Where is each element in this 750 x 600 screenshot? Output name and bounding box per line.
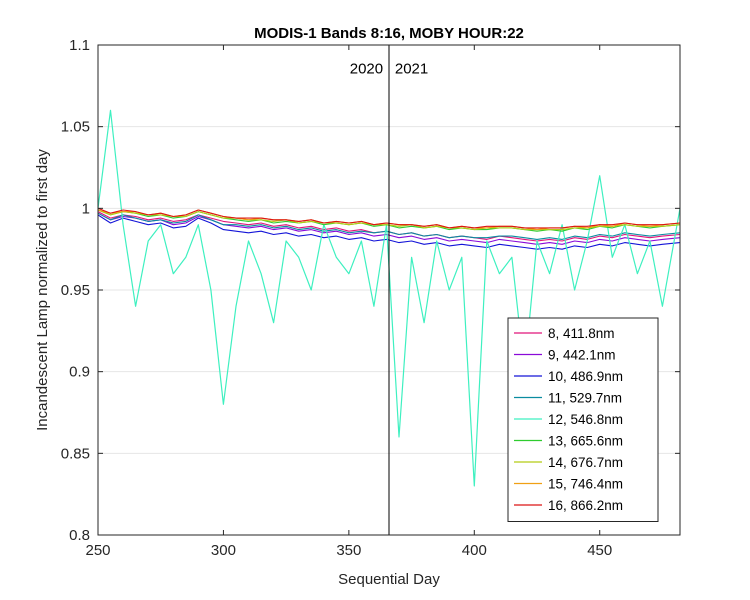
legend-label: 15, 746.4nm [548, 477, 623, 492]
y-tick-label: 1.1 [69, 37, 90, 54]
y-axis-label: Incandescent Lamp normalized to first da… [34, 149, 51, 431]
legend-label: 12, 546.8nm [548, 412, 623, 427]
annotation-2020: 2020 [350, 61, 383, 78]
y-tick-label: 0.9 [69, 364, 90, 381]
legend-label: 14, 676.7nm [548, 455, 623, 470]
x-tick-label: 400 [462, 542, 487, 559]
series-line-8 [97, 207, 681, 229]
y-tick-label: 0.85 [61, 445, 90, 462]
legend-label: 11, 529.7nm [548, 391, 622, 406]
x-tick-label: 350 [336, 542, 361, 559]
y-tick-label: 1 [82, 200, 90, 217]
x-axis-label: Sequential Day [338, 571, 440, 588]
axes: 250 300 350 400 450 0.8 0.85 0.9 0.95 1 1.05 1.1 [61, 37, 681, 559]
series-lines [97, 109, 681, 487]
legend-box [507, 317, 659, 522]
series-line-6 [97, 209, 681, 231]
y-tick-label: 0.95 [61, 282, 90, 299]
legend-label: 9, 442.1nm [548, 348, 616, 363]
legend-label: 16, 866.2nm [548, 498, 623, 513]
legend: 8, 411.8nm 9, 442.1nm 10, 486.9nm 11, 529.7… [507, 317, 659, 522]
x-tick-label: 250 [85, 542, 110, 559]
legend-label: 10, 486.9nm [548, 369, 623, 384]
x-tick-label: 450 [587, 542, 612, 559]
legend-label: 13, 665.6nm [548, 434, 623, 449]
y-tick-label: 0.8 [69, 527, 90, 544]
legend-label: 8, 411.8nm [548, 326, 615, 341]
series-line-2 [97, 214, 681, 250]
annotation-2021: 2021 [395, 61, 428, 78]
x-tick-label: 300 [211, 542, 236, 559]
chart-title: MODIS-1 Bands 8:16, MOBY HOUR:22 [254, 25, 524, 42]
y-tick-label: 1.05 [61, 119, 90, 136]
